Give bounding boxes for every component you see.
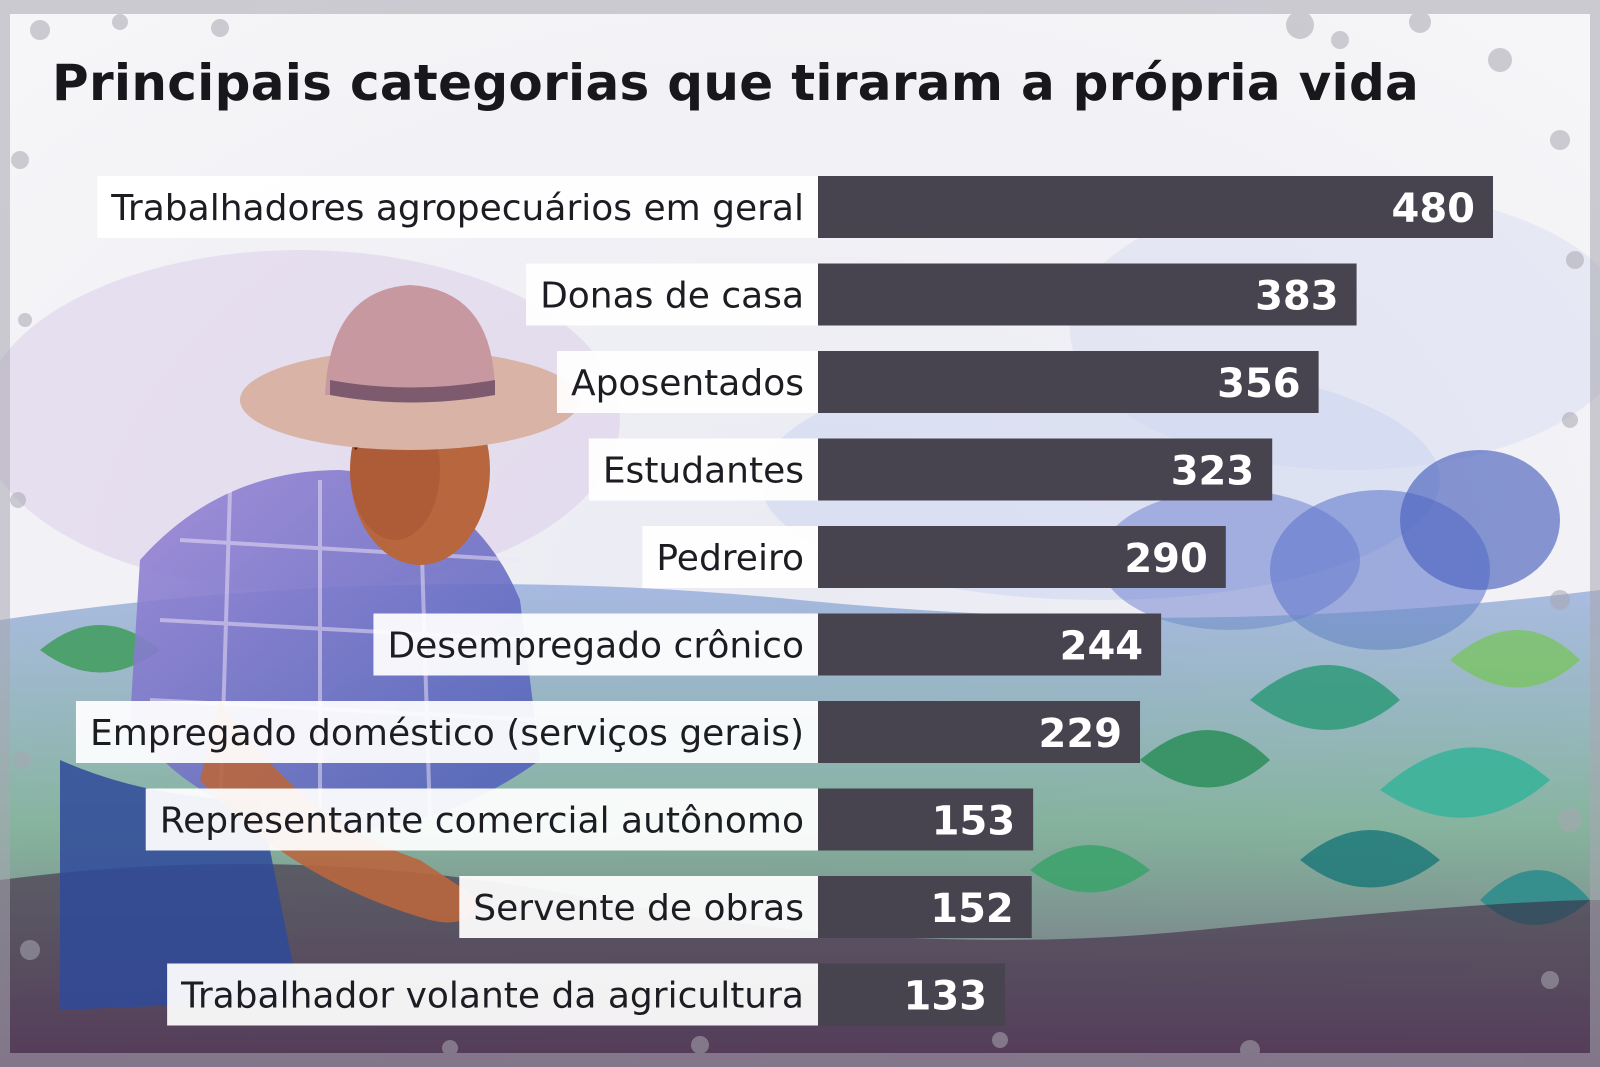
bar-label: Empregado doméstico (serviços gerais) — [90, 713, 804, 754]
bar-label: Servente de obras — [473, 888, 804, 929]
bar — [818, 351, 1319, 413]
chart-title: Principais categorias que tiraram a próp… — [52, 54, 1420, 112]
bar-value-label: 152 — [930, 886, 1014, 932]
bar-label: Estudantes — [603, 451, 804, 492]
bar-label-background — [588, 438, 818, 501]
label-background-layer — [75, 176, 818, 1026]
bar-label-background — [167, 963, 818, 1026]
bar — [818, 613, 1162, 676]
bar-label: Aposentados — [571, 363, 804, 404]
bar-label-background — [526, 263, 818, 326]
bar-label: Donas de casa — [540, 276, 804, 317]
bar-value-label: 356 — [1217, 361, 1301, 407]
bar-label: Desempregado crônico — [387, 626, 804, 667]
text-layer: Trabalhadores agropecuários em geral 480 D… — [90, 186, 1475, 1020]
bar-label-background — [459, 876, 818, 938]
bar-label-background — [145, 788, 818, 851]
bar-label-background — [373, 613, 818, 676]
bar — [818, 701, 1141, 763]
bar-value-label: 244 — [1060, 624, 1144, 670]
bar-value-label: 153 — [932, 799, 1016, 845]
bar-label-background — [97, 176, 818, 238]
bar-label: Trabalhadores agropecuários em geral — [110, 188, 804, 229]
bar-label: Representante comercial autônomo — [160, 801, 804, 842]
bar-value-label: 229 — [1039, 711, 1123, 757]
bar-label-background — [556, 351, 818, 413]
bar-value-label: 323 — [1171, 449, 1255, 495]
bar — [818, 963, 1006, 1026]
bar-label-background — [75, 701, 818, 763]
bar-value-label: 480 — [1392, 186, 1476, 232]
bar-label: Trabalhador volante da agricultura — [180, 976, 804, 1017]
bar — [818, 263, 1357, 326]
bar — [818, 788, 1034, 851]
bar — [818, 876, 1032, 938]
bar — [818, 176, 1493, 238]
bar — [818, 438, 1273, 501]
bar-value-label: 133 — [904, 974, 988, 1020]
bar-value-label: 290 — [1124, 536, 1208, 582]
bar-layer — [818, 176, 1493, 1026]
bar — [818, 526, 1226, 588]
bar-label-background — [642, 526, 818, 588]
bar-label: Pedreiro — [656, 538, 804, 579]
bar-value-label: 383 — [1255, 274, 1339, 320]
